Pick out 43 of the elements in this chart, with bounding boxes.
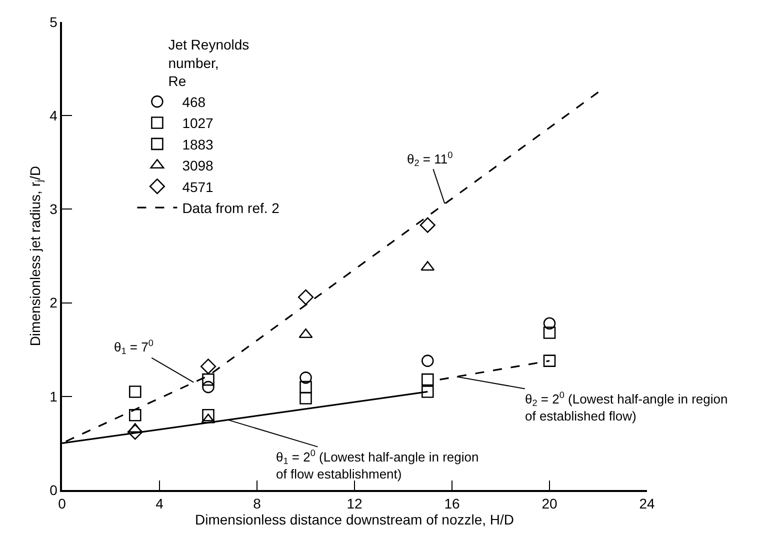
point [202,373,214,386]
y-tick-label: 0 [50,482,58,498]
annotation: θ$_{2}$ = 2$^{0}$ (Lowest half-angle in region of established flow) [525,390,728,424]
legend-label: 1883 [182,136,214,152]
point [298,328,313,338]
x-tick-label: 4 [156,496,164,512]
point [421,386,434,398]
legend-title: Jet Reynolds number, Re [168,36,250,89]
point [300,392,312,404]
annotation: θ$_{1}$ = 7$^{0}$ [114,338,154,356]
y-tick-label: 3 [50,201,58,218]
point [202,380,214,394]
point [420,217,436,233]
point [543,326,556,339]
point [200,358,216,374]
point [543,354,556,367]
x-tick-label: 12 [346,496,362,512]
point [421,373,434,386]
y-tick-label: 4 [50,108,58,124]
x-axis-title: Dimensionless distance downstream of nozzle, H/D [194,512,514,528]
legend-label: 468 [182,94,206,110]
point [543,317,556,330]
legend-label: 1027 [182,115,214,132]
legend-label: 4571 [182,178,214,195]
point [127,424,143,440]
point [300,380,312,394]
y-tick-label: 5 [50,14,58,30]
point [128,386,142,398]
y-tick-label: 1 [50,388,58,404]
point [128,408,142,422]
x-tick-label: 24 [639,496,655,512]
point [298,289,314,305]
x-tick-label: 16 [444,496,460,512]
point [421,354,434,367]
point [202,408,214,422]
y-tick-label: 2 [50,294,58,311]
legend-label: Data from ref. 2 [182,200,280,216]
x-tick-label: 8 [253,496,262,512]
x-tick-label: 20 [542,496,558,512]
point [300,372,312,384]
annotation: θ$_{1}$ = 2$^{0}$ (Lowest half-angle in region of flow establishment) [276,448,479,482]
legend-label: 3098 [182,158,214,174]
annotation: θ$_{2}$ = 11$^{0}$ [407,150,453,168]
